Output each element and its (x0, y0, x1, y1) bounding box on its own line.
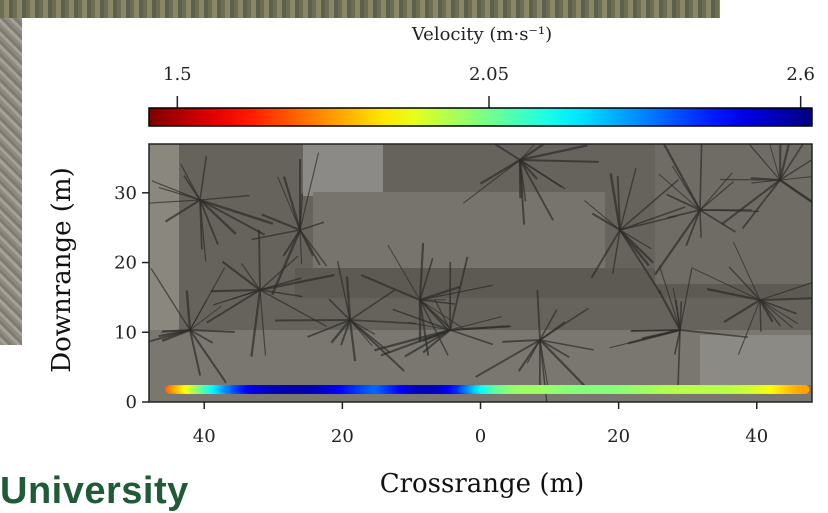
y-axis-ticks: 0 10 20 30 (114, 183, 149, 413)
y-axis-title: Downrange (m) (47, 167, 77, 372)
x-axis-title: Crossrange (m) (380, 469, 585, 499)
velocity-profile-chart: Velocity (m·s⁻¹) 1.5 2.05 2.6 40 20 0 20 40 0 1… (0, 0, 828, 502)
x-tick-label: 40 (193, 426, 216, 447)
colorbar-tick-label: 2.6 (786, 64, 815, 85)
y-tick-label: 30 (114, 183, 137, 204)
x-tick-label: 20 (331, 426, 354, 447)
x-tick-label: 0 (475, 426, 486, 447)
y-tick-label: 20 (114, 253, 137, 274)
y-tick-label: 0 (126, 392, 137, 413)
colorbar-tick-label: 2.05 (469, 64, 509, 85)
aerial-map-image (120, 104, 828, 405)
roof-small (303, 144, 383, 196)
x-axis-ticks: 40 20 0 20 40 (193, 402, 768, 447)
x-tick-label: 20 (607, 426, 630, 447)
y-tick-label: 10 (114, 322, 137, 343)
velocity-profile-line (165, 385, 809, 394)
roof-building (313, 192, 605, 268)
colorbar-label: Velocity (m·s⁻¹) (411, 24, 552, 45)
colorbar (149, 108, 812, 126)
colorbar-ticks: 1.5 2.05 2.6 (163, 64, 815, 108)
colorbar-tick-label: 1.5 (163, 64, 192, 85)
profile-segment (799, 385, 808, 394)
x-tick-label: 40 (745, 426, 768, 447)
